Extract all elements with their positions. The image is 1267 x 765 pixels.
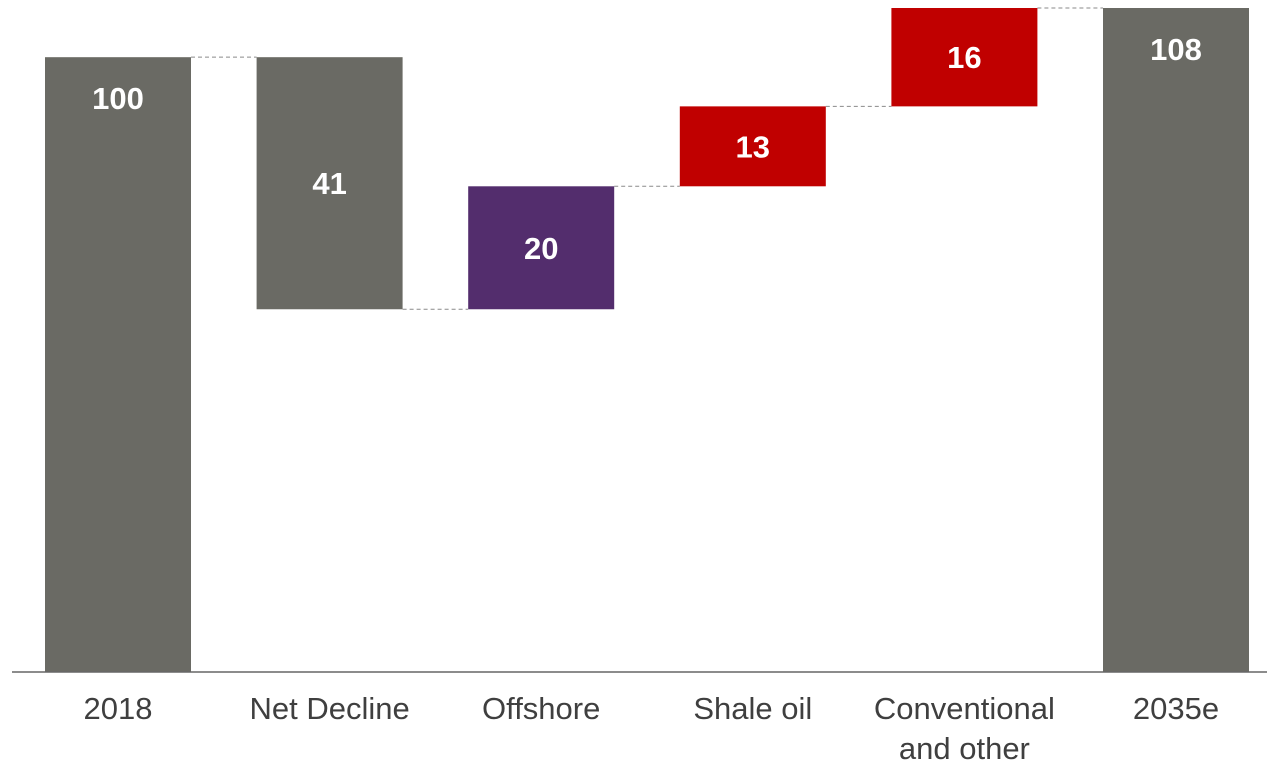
category-label-line: Conventional <box>874 691 1055 726</box>
category-label-line: and other <box>899 731 1030 765</box>
bars <box>45 8 1249 673</box>
bar-5 <box>1103 8 1249 672</box>
category-label-2: Offshore <box>482 691 600 726</box>
category-label-line: 2018 <box>84 691 153 726</box>
bar-value-label-1: 41 <box>312 166 346 201</box>
category-label-4: Conventional and other <box>874 691 1055 765</box>
bar-4 <box>891 8 1038 107</box>
category-labels: 2018 Net Decline Offshore Shale oil Conventi… <box>84 691 1220 765</box>
category-label-5: 2035e <box>1133 691 1219 726</box>
bar-value-label-2: 20 <box>524 231 558 266</box>
bar-3 <box>679 106 826 187</box>
bar-value-label-3: 13 <box>736 129 770 164</box>
category-label-line: 2035e <box>1133 691 1219 726</box>
bar-value-label-4: 16 <box>947 40 981 75</box>
connector-lines <box>191 7 1103 310</box>
category-label-line: Offshore <box>482 691 600 726</box>
bar-0 <box>45 57 191 673</box>
category-label-0: 2018 <box>84 691 153 726</box>
category-label-1: Net Decline <box>249 691 409 726</box>
category-label-3: Shale oil <box>693 691 812 726</box>
bar-value-label-5: 108 <box>1150 32 1202 67</box>
category-label-line: Net Decline <box>249 691 409 726</box>
value-labels: 100 41 20 13 16 108 <box>92 32 1202 266</box>
bar-1 <box>256 57 403 310</box>
category-label-line: Shale oil <box>693 691 812 726</box>
bar-2 <box>468 186 615 310</box>
bar-value-label-0: 100 <box>92 81 144 116</box>
